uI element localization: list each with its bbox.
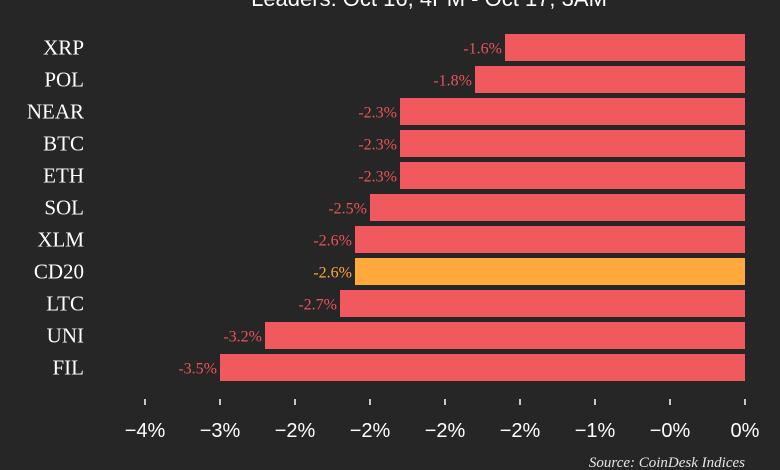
x-tick-label: −2% bbox=[275, 420, 316, 442]
value-label-btc: -2.3% bbox=[358, 137, 397, 154]
x-tick-label: −1% bbox=[575, 420, 616, 442]
value-label-near: -2.3% bbox=[358, 105, 397, 122]
bar-xrp bbox=[505, 34, 745, 61]
category-label-btc: BTC bbox=[43, 132, 84, 156]
chart-title: Leaders: Oct 16, 4PM - Oct 17, 3AM bbox=[251, 0, 607, 11]
value-label-xlm: -2.6% bbox=[313, 233, 352, 250]
bar-eth bbox=[400, 162, 745, 189]
bar-sol bbox=[370, 194, 745, 221]
x-axis: −4% −3% −2% −2% −2% −2% −1% −0% 0% bbox=[125, 399, 760, 442]
category-label-uni: UNI bbox=[47, 324, 84, 348]
value-label-uni: -3.2% bbox=[223, 329, 262, 346]
bar-uni bbox=[265, 322, 745, 349]
value-label-ltc: -2.7% bbox=[298, 297, 337, 314]
category-label-near: NEAR bbox=[27, 100, 84, 124]
value-label-pol: -1.8% bbox=[433, 73, 472, 90]
bar-xlm bbox=[355, 226, 745, 253]
x-tick-label: 0% bbox=[731, 420, 760, 442]
bar-near bbox=[400, 98, 745, 125]
bar-group: XRP -1.6% POL -1.8% NEAR -2.3% BTC -2.3% ETH -2.3… bbox=[27, 34, 745, 381]
category-label-ltc: LTC bbox=[46, 292, 84, 316]
value-label-eth: -2.3% bbox=[358, 169, 397, 186]
category-label-cd20: CD20 bbox=[34, 260, 84, 284]
x-tick-label: −2% bbox=[425, 420, 466, 442]
category-label-eth: ETH bbox=[43, 164, 84, 188]
value-label-xrp: -1.6% bbox=[463, 41, 502, 58]
bar-btc bbox=[400, 130, 745, 157]
bar-cd20 bbox=[355, 258, 745, 285]
bar-pol bbox=[475, 66, 745, 93]
x-tick-label: −2% bbox=[500, 420, 541, 442]
category-label-xrp: XRP bbox=[43, 36, 84, 60]
value-label-fil: -3.5% bbox=[178, 361, 217, 378]
bar-fil bbox=[220, 354, 745, 381]
x-tick-label: −0% bbox=[650, 420, 691, 442]
bar-ltc bbox=[340, 290, 745, 317]
category-label-fil: FIL bbox=[53, 356, 85, 380]
x-tick-label: −4% bbox=[125, 420, 166, 442]
x-tick-label: −3% bbox=[200, 420, 241, 442]
category-label-sol: SOL bbox=[44, 196, 84, 220]
category-label-xlm: XLM bbox=[37, 228, 84, 252]
value-label-sol: -2.5% bbox=[328, 201, 367, 218]
source-note: Source: CoinDesk Indices bbox=[589, 455, 745, 470]
x-tick-label: −2% bbox=[350, 420, 391, 442]
category-label-pol: POL bbox=[44, 68, 84, 92]
value-label-cd20: -2.6% bbox=[313, 265, 352, 282]
